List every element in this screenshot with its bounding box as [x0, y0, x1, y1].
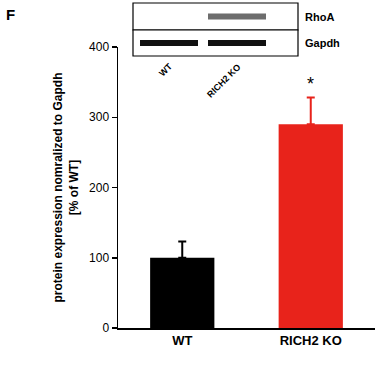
svg-text:*: *	[307, 74, 314, 94]
svg-text:200: 200	[89, 181, 109, 195]
svg-text:RICH2 KO: RICH2 KO	[205, 62, 242, 99]
svg-text:WT: WT	[172, 333, 192, 348]
svg-text:Gapdh: Gapdh	[305, 37, 340, 49]
svg-text:RhoA: RhoA	[305, 11, 334, 23]
svg-text:300: 300	[89, 110, 109, 124]
svg-text:400: 400	[89, 40, 109, 54]
svg-text:100: 100	[89, 251, 109, 265]
svg-text:F: F	[6, 6, 15, 23]
svg-text:RICH2 KO: RICH2 KO	[280, 333, 342, 348]
svg-text:0: 0	[102, 321, 109, 335]
svg-text:WT: WT	[157, 61, 174, 78]
svg-text:protein expression nomralized: protein expression nomralized to Gapdh[%…	[51, 72, 81, 302]
